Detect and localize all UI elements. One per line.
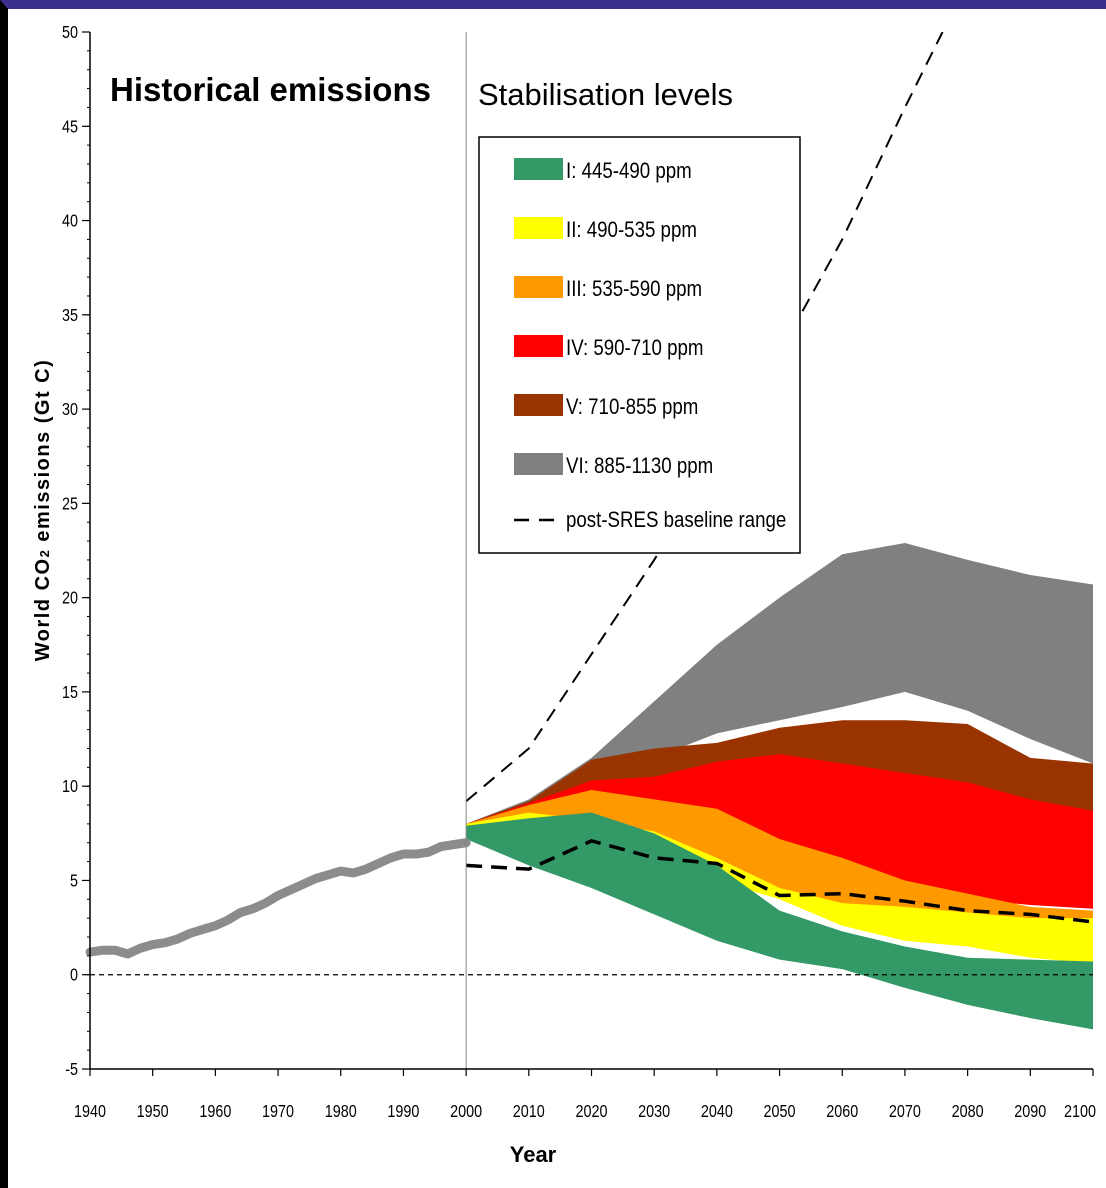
x-tick-label: 2020 xyxy=(575,1102,607,1122)
y-tick-label: 30 xyxy=(62,400,78,420)
historical-emissions-label: Historical emissions xyxy=(110,71,431,108)
y-tick-label: 10 xyxy=(62,777,78,797)
x-tick-label: 1970 xyxy=(262,1102,294,1122)
x-tick-label: 2050 xyxy=(764,1102,796,1122)
x-tick-label: 1950 xyxy=(137,1102,169,1122)
x-tick-label: 1990 xyxy=(387,1102,419,1122)
legend-swatch xyxy=(514,217,563,239)
legend-label: IV: 590-710 ppm xyxy=(566,337,704,361)
stabilisation-levels-label: Stabilisation levels xyxy=(478,77,733,112)
y-tick-label: -5 xyxy=(65,1060,78,1080)
legend-label: II: 490-535 ppm xyxy=(566,219,697,243)
y-axis-title-part-1: World CO xyxy=(32,557,54,661)
y-tick-label: 35 xyxy=(62,305,78,325)
legend-label: post-SRES baseline range xyxy=(566,509,786,533)
x-tick-label: 1940 xyxy=(74,1102,106,1122)
legend-swatch xyxy=(514,335,563,357)
y-axis-title-part-2: emissions (Gt C) xyxy=(32,359,54,549)
band-2 xyxy=(466,720,1093,824)
y-tick-label: 25 xyxy=(62,494,78,514)
legend-swatch xyxy=(514,394,563,416)
y-tick-label: 0 xyxy=(70,965,78,985)
y-tick-label: 45 xyxy=(62,117,78,137)
legend-label: III: 535-590 ppm xyxy=(566,278,702,302)
x-tick-label: 2070 xyxy=(889,1102,921,1122)
axes: -5 0 5 10 15 20 25 30 35 40 45 50 1940 1950 1960 1970 19… xyxy=(62,23,1096,1122)
x-tick-label: 2030 xyxy=(638,1102,670,1122)
baseline-upper-line xyxy=(465,32,944,803)
stabilisation-bands xyxy=(466,542,1093,1030)
legend-label: I: 445-490 ppm xyxy=(566,160,692,184)
legend-label: VI: 885-1130 ppm xyxy=(566,455,713,479)
historical-emissions-line xyxy=(85,838,471,959)
historical-emissions-series xyxy=(85,838,471,959)
band-1 xyxy=(466,542,1093,824)
legend-swatch xyxy=(514,158,563,180)
x-axis-title: Year xyxy=(510,1142,557,1167)
x-tick-label: 2010 xyxy=(513,1102,545,1122)
x-tick-label: 1960 xyxy=(199,1102,231,1122)
x-tick-label: 2080 xyxy=(952,1102,984,1122)
legend-label: V: 710-855 ppm xyxy=(566,396,698,420)
y-axis-title: World CO2 emissions (Gt C) xyxy=(32,359,54,662)
y-axis-title-subscript: 2 xyxy=(37,549,52,558)
baseline-lower-line xyxy=(466,839,1093,924)
x-tick-label: 1980 xyxy=(325,1102,357,1122)
band-4 xyxy=(466,789,1093,921)
x-tick-label: 2090 xyxy=(1014,1102,1046,1122)
legend: I: 445-490 ppm II: 490-535 ppm III: 535-59… xyxy=(478,136,801,554)
y-tick-label: 50 xyxy=(62,23,78,43)
x-tick-label: 2000 xyxy=(450,1102,482,1122)
y-tick-label: 5 xyxy=(70,871,78,891)
legend-swatch xyxy=(514,453,563,475)
band-3 xyxy=(466,754,1093,909)
x-tick-label: 2060 xyxy=(826,1102,858,1122)
y-tick-label: 40 xyxy=(62,211,78,231)
x-tick-label: 2040 xyxy=(701,1102,733,1122)
baseline-range-lines xyxy=(465,32,1093,924)
y-tick-label: 20 xyxy=(62,588,78,608)
x-tick-label: 2100 xyxy=(1064,1102,1096,1122)
y-tick-label: 15 xyxy=(62,682,78,702)
legend-swatch xyxy=(514,276,563,298)
